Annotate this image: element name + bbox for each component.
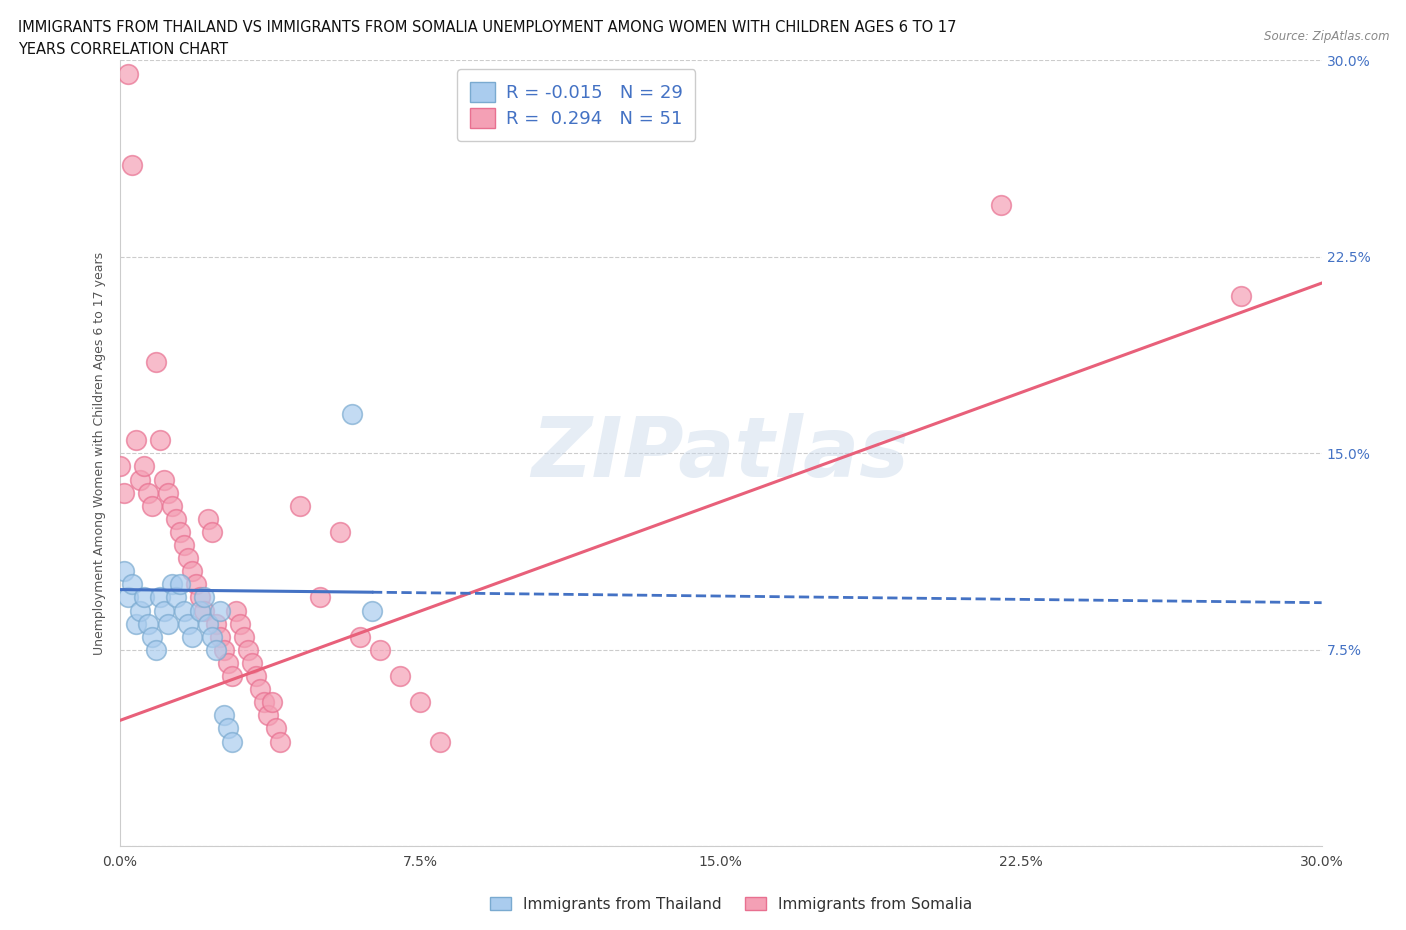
Legend: Immigrants from Thailand, Immigrants from Somalia: Immigrants from Thailand, Immigrants fro… [484, 890, 979, 918]
Point [256, 708, 278, 723]
Point [204, 617, 226, 631]
Point [121, 577, 143, 591]
Point [169, 525, 191, 539]
Point [141, 630, 163, 644]
Point [124, 617, 146, 631]
Point [149, 590, 172, 604]
Point [169, 577, 191, 591]
Point [132, 590, 155, 604]
Point [141, 498, 163, 513]
Point [245, 669, 267, 684]
Point [264, 721, 287, 736]
Point [176, 617, 198, 631]
Point [340, 406, 363, 421]
Point [149, 432, 172, 447]
Point [253, 695, 276, 710]
Point [112, 485, 135, 500]
Text: Source: ZipAtlas.com: Source: ZipAtlas.com [1264, 30, 1389, 43]
Point [173, 604, 195, 618]
Point [112, 564, 135, 578]
Point [152, 604, 174, 618]
Point [260, 695, 283, 710]
Point [188, 590, 211, 604]
Point [221, 734, 243, 749]
Point [221, 669, 243, 684]
Point [240, 656, 263, 671]
Point [204, 643, 226, 658]
Text: ZIPatlas: ZIPatlas [531, 413, 910, 494]
Point [145, 643, 167, 658]
Point [128, 604, 150, 618]
Point [361, 604, 384, 618]
Point [1230, 288, 1253, 303]
Point [269, 734, 291, 749]
Point [249, 682, 271, 697]
Point [236, 643, 259, 658]
Point [132, 459, 155, 474]
Point [225, 604, 247, 618]
Point [160, 577, 183, 591]
Point [136, 617, 159, 631]
Point [429, 734, 451, 749]
Point [201, 630, 224, 644]
Point [208, 630, 231, 644]
Point [152, 472, 174, 487]
Point [160, 498, 183, 513]
Point [349, 630, 371, 644]
Point [201, 525, 224, 539]
Point [121, 158, 143, 173]
Point [188, 604, 211, 618]
Point [309, 590, 332, 604]
Point [329, 525, 352, 539]
Text: YEARS CORRELATION CHART: YEARS CORRELATION CHART [18, 42, 228, 57]
Point [128, 472, 150, 487]
Legend: R = -0.015   N = 29, R =  0.294   N = 51: R = -0.015 N = 29, R = 0.294 N = 51 [457, 70, 696, 140]
Point [180, 630, 202, 644]
Point [156, 617, 179, 631]
Point [368, 643, 391, 658]
Point [409, 695, 432, 710]
Point [990, 197, 1012, 212]
Point [117, 66, 139, 81]
Point [180, 564, 202, 578]
Point [232, 630, 254, 644]
Point [217, 721, 239, 736]
Point [117, 590, 139, 604]
Point [145, 354, 167, 369]
Point [165, 590, 187, 604]
Point [208, 604, 231, 618]
Point [173, 538, 195, 552]
Point [388, 669, 412, 684]
Y-axis label: Unemployment Among Women with Children Ages 6 to 17 years: Unemployment Among Women with Children A… [93, 252, 107, 655]
Point [184, 577, 207, 591]
Point [288, 498, 311, 513]
Point [217, 656, 239, 671]
Point [228, 617, 252, 631]
Point [124, 432, 146, 447]
Point [193, 604, 215, 618]
Point [197, 617, 219, 631]
Point [212, 643, 235, 658]
Text: IMMIGRANTS FROM THAILAND VS IMMIGRANTS FROM SOMALIA UNEMPLOYMENT AMONG WOMEN WIT: IMMIGRANTS FROM THAILAND VS IMMIGRANTS F… [18, 20, 956, 35]
Point [197, 512, 219, 526]
Point [156, 485, 179, 500]
Point [193, 590, 215, 604]
Point [136, 485, 159, 500]
Point [212, 708, 235, 723]
Point [108, 459, 131, 474]
Point [165, 512, 187, 526]
Point [176, 551, 198, 565]
